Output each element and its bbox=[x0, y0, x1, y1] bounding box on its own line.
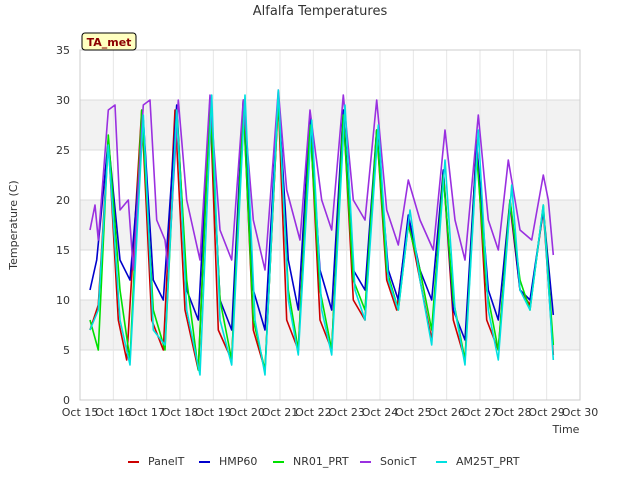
legend-label: HMP60 bbox=[219, 455, 257, 468]
annotation-text: TA_met bbox=[87, 36, 132, 49]
x-axis-label: Time bbox=[552, 423, 580, 436]
x-tick-label: Oct 21 bbox=[262, 406, 299, 419]
y-tick-label: 5 bbox=[63, 344, 70, 357]
legend-label: NR01_PRT bbox=[293, 455, 349, 468]
y-axis-label: Temperature (C) bbox=[7, 180, 20, 270]
x-tick-label: Oct 24 bbox=[362, 406, 399, 419]
y-tick-label: 10 bbox=[56, 294, 70, 307]
background-band bbox=[80, 50, 580, 100]
y-tick-label: 25 bbox=[56, 144, 70, 157]
x-tick-label: Oct 19 bbox=[195, 406, 232, 419]
y-tick-label: 35 bbox=[56, 44, 70, 57]
series-line-sonict bbox=[89, 89, 555, 271]
y-tick-label: 0 bbox=[63, 394, 70, 407]
x-tick-label: Oct 20 bbox=[228, 406, 265, 419]
legend-label: SonicT bbox=[380, 455, 417, 468]
axes bbox=[79, 49, 581, 401]
series-lines bbox=[89, 89, 555, 376]
series-line-am25t-prt bbox=[89, 89, 555, 376]
x-tick-label: Oct 25 bbox=[395, 406, 432, 419]
y-tick-label: 30 bbox=[56, 94, 70, 107]
x-tick-label: Oct 27 bbox=[462, 406, 499, 419]
legend-label: AM25T_PRT bbox=[456, 455, 520, 468]
background-band bbox=[80, 350, 580, 400]
plot-frame bbox=[79, 49, 581, 401]
chart-title: Alfalfa Temperatures bbox=[253, 4, 388, 19]
x-tick-label: Oct 29 bbox=[528, 406, 565, 419]
legend-label: PanelT bbox=[148, 455, 185, 468]
background-band bbox=[80, 150, 580, 200]
x-tick-label: Oct 26 bbox=[428, 406, 465, 419]
annotation-tag: TA_met bbox=[81, 32, 137, 51]
x-tick-label: Oct 18 bbox=[162, 406, 199, 419]
background-band bbox=[80, 100, 580, 150]
y-tick-label: 15 bbox=[56, 244, 70, 257]
x-tick-label: Oct 22 bbox=[295, 406, 332, 419]
x-tick-label: Oct 30 bbox=[562, 406, 599, 419]
x-tick-label: Oct 23 bbox=[328, 406, 365, 419]
plot-background bbox=[80, 50, 580, 400]
x-tick-label: Oct 15 bbox=[62, 406, 99, 419]
y-tick-label: 20 bbox=[56, 194, 70, 207]
x-tick-label: Oct 17 bbox=[128, 406, 165, 419]
x-tick-label: Oct 28 bbox=[495, 406, 532, 419]
legend: PanelT HMP60 NR01_PRT SonicT AM25T_PRT bbox=[128, 455, 520, 468]
x-tick-label: Oct 16 bbox=[95, 406, 132, 419]
annotation-box bbox=[81, 32, 137, 51]
